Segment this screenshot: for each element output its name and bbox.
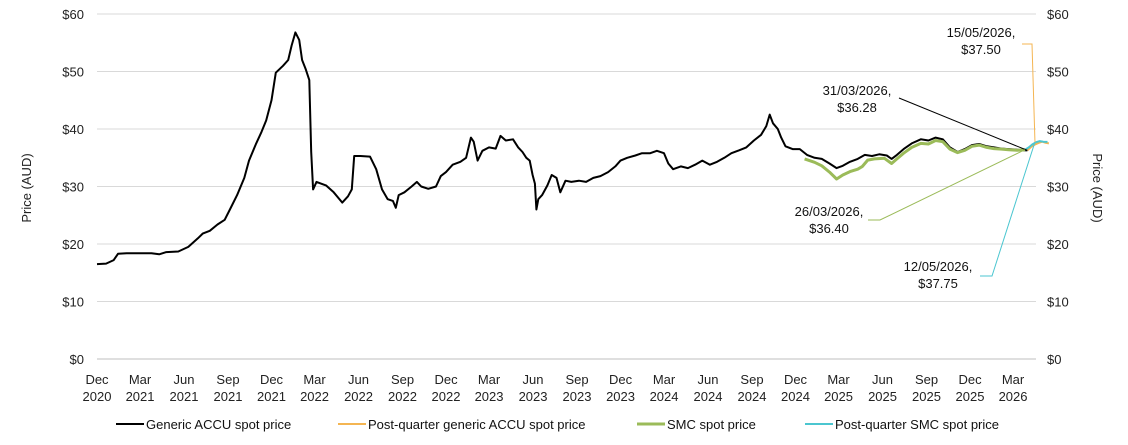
series-line-2 (804, 139, 1026, 181)
x-axis: Dec 2020 Mar 2021 Jun 2021 Sep 2021 Dec 2021 Mar 20… (83, 372, 1028, 404)
legend-label-0: Generic ACCU spot price (146, 417, 291, 432)
series-line-0 (96, 31, 1028, 266)
y-tick-right-20: $20 (1047, 237, 1069, 252)
x-tick-21: Mar 2026 (999, 372, 1028, 404)
annotation-label-1: 31/03/2026, $36.28 (823, 83, 892, 115)
y-tick-left-30: $30 (62, 180, 84, 195)
y-tick-left-0: $0 (70, 352, 84, 367)
x-tick-18: Jun 2025 (868, 372, 897, 404)
legend: Generic ACCU spot price Post-quarter gene… (116, 417, 999, 432)
x-tick-4: Dec 2021 (257, 372, 286, 404)
series-line-3 (1024, 140, 1048, 151)
y-tick-left-40: $40 (62, 122, 84, 137)
x-tick-15: Sep 2024 (738, 372, 767, 404)
y-axis-left: $0 $10 $20 $30 $40 $50 $60 (62, 7, 84, 367)
y-tick-right-40: $40 (1047, 122, 1069, 137)
y-tick-right-60: $60 (1047, 7, 1069, 22)
annotation-leader-1 (898, 97, 1028, 151)
legend-label-2: SMC spot price (667, 417, 756, 432)
y-axis-right: $0 $10 $20 $30 $40 $50 $60 (1047, 7, 1069, 367)
y-tick-right-0: $0 (1047, 352, 1061, 367)
y-tick-left-60: $60 (62, 7, 84, 22)
annotation-label-0: 15/05/2026, $37.50 (947, 25, 1016, 57)
x-tick-1: Mar 2021 (126, 372, 155, 404)
x-tick-12: Dec 2023 (606, 372, 635, 404)
annotation-label-2: 26/03/2026, $36.40 (795, 204, 864, 236)
x-tick-11: Sep 2023 (563, 372, 592, 404)
annotation-leader-3 (980, 141, 1036, 277)
series-lines (96, 31, 1050, 266)
legend-label-1: Post-quarter generic ACCU spot price (368, 417, 585, 432)
x-tick-10: Jun 2023 (519, 372, 548, 404)
x-tick-3: Sep 2021 (214, 372, 243, 404)
y-tick-right-30: $30 (1047, 180, 1069, 195)
y-tick-right-50: $50 (1047, 65, 1069, 80)
gridlines (97, 13, 1036, 360)
y-tick-left-20: $20 (62, 237, 84, 252)
y-axis-left-title: Price (AUD) (19, 153, 34, 222)
x-tick-7: Sep 2022 (388, 372, 417, 404)
x-tick-0: Dec 2020 (83, 372, 112, 404)
x-tick-2: Jun 2021 (170, 372, 199, 404)
annotation-leader-2 (868, 149, 1026, 221)
x-tick-8: Dec 2022 (432, 372, 461, 404)
annotation-leader-0 (1022, 43, 1036, 144)
y-tick-left-50: $50 (62, 65, 84, 80)
legend-label-3: Post-quarter SMC spot price (835, 417, 999, 432)
x-tick-5: Mar 2022 (300, 372, 329, 404)
x-tick-20: Dec 2025 (956, 372, 985, 404)
y-axis-right-title: Price (AUD) (1090, 153, 1105, 222)
annotations: 15/05/2026, $37.50 31/03/2026, $36.28 26/03/… (795, 25, 1036, 291)
x-tick-9: Mar 2023 (475, 372, 504, 404)
x-tick-13: Mar 2024 (650, 372, 679, 404)
x-tick-17: Mar 2025 (824, 372, 853, 404)
annotation-label-3: 12/05/2026, $37.75 (904, 259, 973, 291)
x-tick-14: Jun 2024 (694, 372, 723, 404)
x-tick-6: Jun 2022 (344, 372, 373, 404)
y-tick-right-10: $10 (1047, 295, 1069, 310)
x-tick-16: Dec 2024 (781, 372, 810, 404)
x-tick-19: Sep 2025 (912, 372, 941, 404)
y-tick-left-10: $10 (62, 295, 84, 310)
